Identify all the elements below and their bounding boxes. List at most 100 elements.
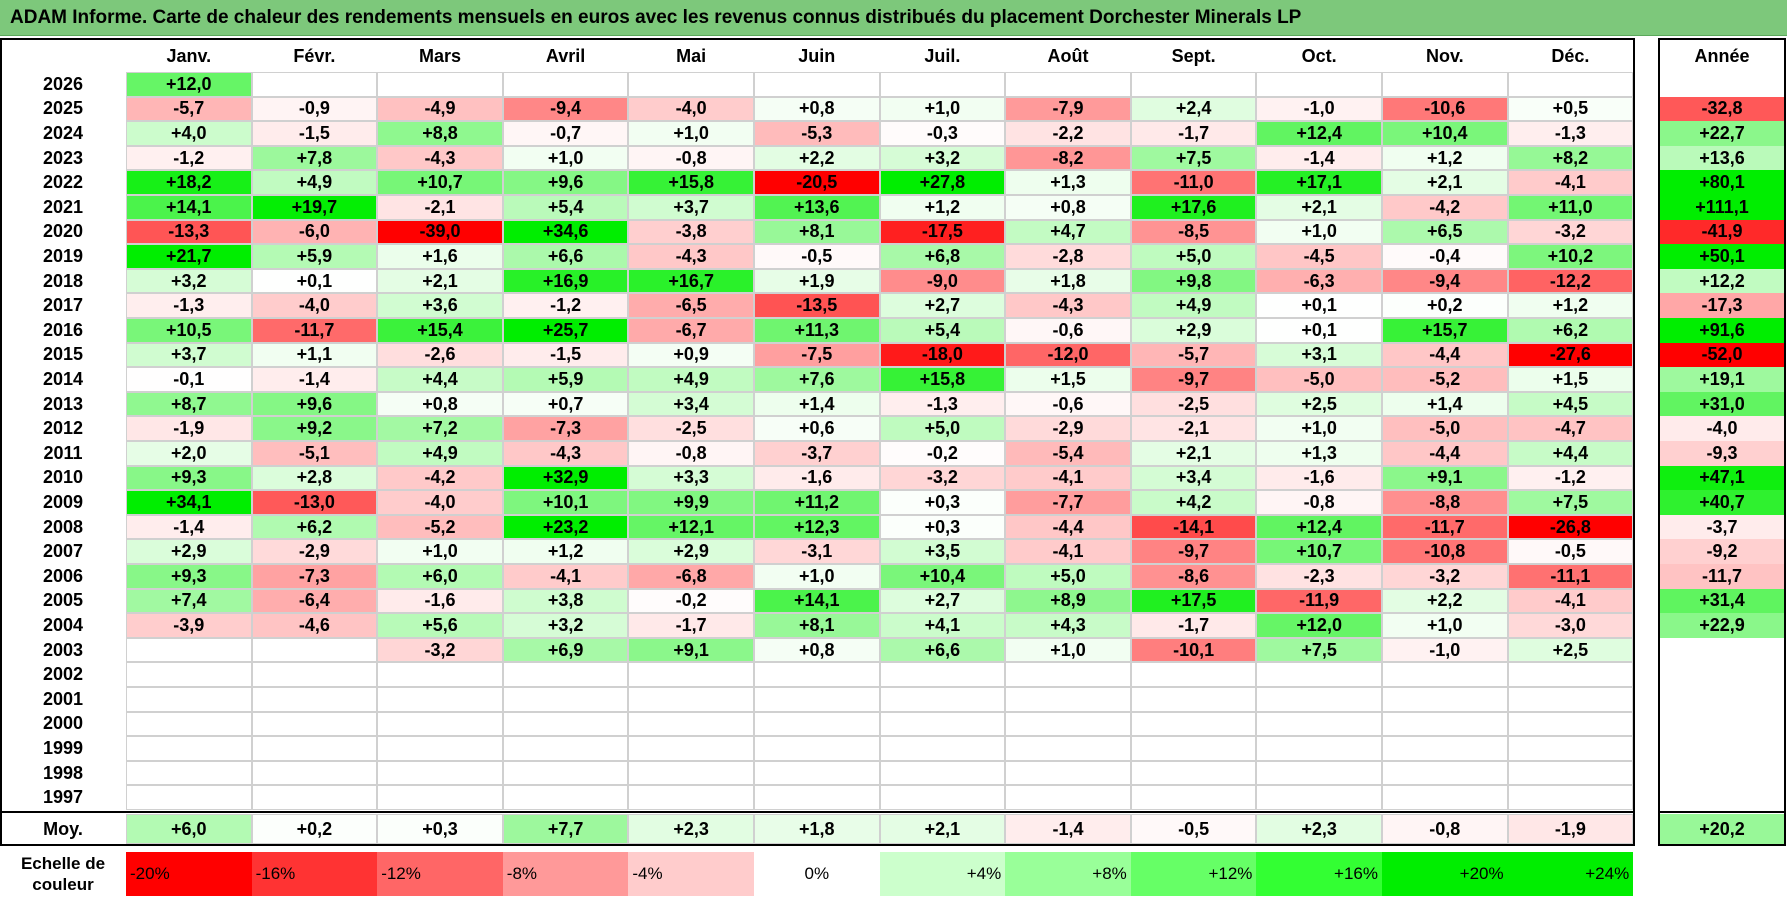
heatmap-cell: -10,1 (1130, 637, 1257, 663)
heatmap-cell: -5,0 (1382, 416, 1508, 441)
heatmap-cell: -3,8 (628, 219, 754, 245)
heatmap-cell: +6,8 (879, 244, 1006, 269)
heatmap-cell: +2,0 (126, 441, 252, 466)
heatmap-cell: -5,2 (1382, 367, 1508, 392)
heatmap-cell: +1,2 (1507, 293, 1634, 318)
heatmap-cell: +1,2 (502, 539, 629, 564)
month-header: Nov. (1425, 45, 1464, 66)
heatmap-cell (502, 760, 629, 786)
average-cell: -1,9 (1507, 814, 1634, 844)
heatmap-cell: -1,4 (126, 514, 252, 540)
month-header: Oct. (1301, 45, 1337, 66)
heatmap-cell: -1,7 (1130, 613, 1257, 638)
heatmap-cell: -5,1 (251, 441, 378, 466)
heatmap-cell: -9,7 (1130, 539, 1257, 564)
heatmap-cell: -0,1 (126, 367, 252, 392)
heatmap-cell: +7,5 (1130, 145, 1257, 171)
year-label: 1998 (42, 762, 84, 783)
heatmap-cell: +4,7 (1005, 219, 1131, 245)
heatmap-cell (1256, 736, 1382, 761)
heatmap-cell (1005, 736, 1131, 761)
heatmap-cell: +2,2 (1382, 588, 1508, 614)
heatmap-cell: +15,8 (628, 170, 754, 195)
heatmap-cell (628, 72, 754, 97)
heatmap-cell: -5,3 (754, 121, 880, 146)
heatmap-cell: +10,1 (502, 490, 629, 515)
heatmap-cell: +6,6 (502, 244, 629, 269)
heatmap-cell: -1,9 (126, 416, 252, 441)
heatmap-cell (1130, 785, 1257, 810)
heatmap-cell: +1,6 (377, 244, 503, 269)
annual-cell: -9,3 (1660, 441, 1784, 466)
heatmap-cell: +11,0 (1507, 195, 1634, 220)
annual-cell: +19,1 (1660, 367, 1784, 392)
heatmap-cell: +2,9 (126, 539, 252, 564)
annual-cell: -32,8 (1660, 96, 1784, 122)
heatmap-cell (1382, 785, 1508, 810)
average-cell: +2,3 (1256, 814, 1382, 844)
heatmap-cell: -13,5 (754, 293, 880, 318)
heatmap-cell: +7,6 (754, 367, 880, 392)
average-cell: +2,1 (879, 814, 1006, 844)
heatmap-cell: +0,8 (754, 96, 880, 122)
heatmap-cell (628, 662, 754, 687)
heatmap-cell: -2,9 (1005, 416, 1131, 441)
heatmap-cell (377, 785, 503, 810)
year-label: 2025 (42, 98, 84, 119)
heatmap-cell: -0,7 (502, 121, 629, 146)
heatmap-cell (126, 637, 252, 663)
year-label: 2012 (42, 418, 84, 439)
annual-cell: +12,2 (1660, 268, 1784, 294)
heatmap-cell: +6,2 (1507, 318, 1634, 343)
heatmap-cell: -4,3 (377, 145, 503, 171)
heatmap-cell (879, 760, 1006, 786)
heatmap-cell: +2,1 (1382, 170, 1508, 195)
heatmap-cell: -1,3 (126, 293, 252, 318)
heatmap-cell: +2,7 (879, 588, 1006, 614)
heatmap-cell: +3,4 (628, 391, 754, 417)
heatmap-cell (1507, 736, 1634, 761)
month-header: Sept. (1171, 45, 1216, 66)
heatmap-cell: +1,5 (1005, 367, 1131, 392)
heatmap-cell: -4,0 (628, 96, 754, 122)
heatmap-cell: -4,6 (251, 613, 378, 638)
heatmap-cell: +1,5 (1507, 367, 1634, 392)
heatmap-cell: +7,8 (251, 145, 378, 171)
heatmap-cell: +14,1 (126, 195, 252, 220)
heatmap-cell: +17,6 (1130, 195, 1257, 220)
heatmap-cell: -0,9 (251, 96, 378, 122)
heatmap-cell: +9,3 (126, 564, 252, 589)
heatmap-cell (1507, 72, 1634, 97)
heatmap-cell (1005, 687, 1131, 712)
heatmap-cell: +2,4 (1130, 96, 1257, 122)
heatmap-cell: -1,3 (879, 391, 1006, 417)
heatmap-cell (754, 711, 880, 737)
heatmap-cell: +4,3 (1005, 613, 1131, 638)
average-annual-cell: +20,2 (1660, 814, 1784, 844)
heatmap-cell (502, 662, 629, 687)
year-label: 2024 (42, 122, 84, 143)
heatmap-cell: +0,8 (1005, 195, 1131, 220)
heatmap-cell (1256, 760, 1382, 786)
heatmap-cell: +9,2 (251, 416, 378, 441)
year-label: 1999 (42, 737, 84, 758)
heatmap-cell: -39,0 (377, 219, 503, 245)
average-cell: +0,2 (251, 814, 378, 844)
heatmap-cell: -4,4 (1005, 514, 1131, 540)
heatmap-cell (126, 687, 252, 712)
heatmap-cell: +2,2 (754, 145, 880, 171)
heatmap-cell: +3,7 (126, 342, 252, 368)
heatmap-cell (754, 785, 880, 810)
heatmap-cell: +12,4 (1256, 514, 1382, 540)
heatmap-cell: +2,5 (1256, 391, 1382, 417)
heatmap-cell: +14,1 (754, 588, 880, 614)
annual-cell: +80,1 (1660, 170, 1784, 195)
annual-cell: +91,6 (1660, 318, 1784, 343)
heatmap-cell: +9,8 (1130, 268, 1257, 294)
color-scale-step: -4% (628, 852, 754, 896)
heatmap-cell (1507, 662, 1634, 687)
heatmap-cell: +4,4 (377, 367, 503, 392)
heatmap-cell: -3,2 (377, 637, 503, 663)
year-label: 2016 (42, 319, 84, 340)
